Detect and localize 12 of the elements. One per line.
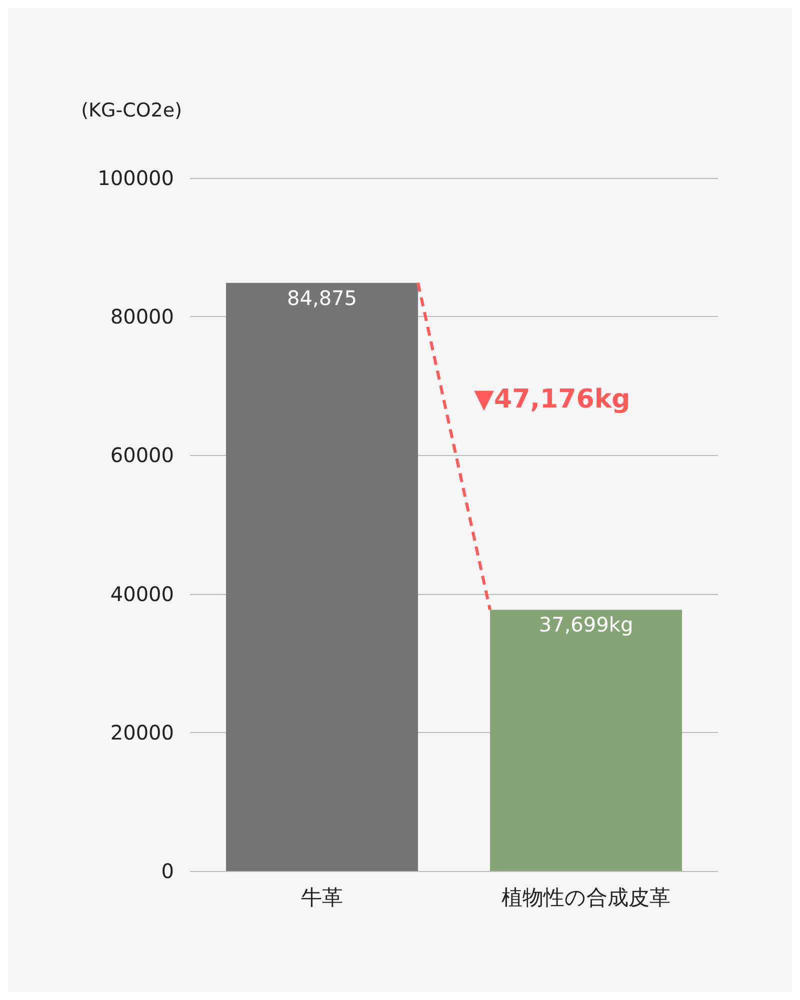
- y-axis-title: (KG-CO2e): [81, 100, 182, 122]
- y-tick-label: 100000: [98, 166, 174, 190]
- y-tick-label: 20000: [110, 720, 174, 744]
- y-tick-label: 60000: [110, 443, 174, 468]
- y-tick-label: 80000: [110, 304, 174, 329]
- annotation: ▼47,176kg: [474, 384, 630, 414]
- x-tick-label: 牛革: [301, 886, 343, 910]
- y-tick-label: 0: [161, 859, 174, 883]
- data-label: 84,875: [287, 286, 357, 310]
- x-tick-label: 植物性の合成皮革: [502, 886, 670, 910]
- y-tick-label: 40000: [110, 582, 174, 606]
- data-label: 37,699kg: [538, 612, 634, 637]
